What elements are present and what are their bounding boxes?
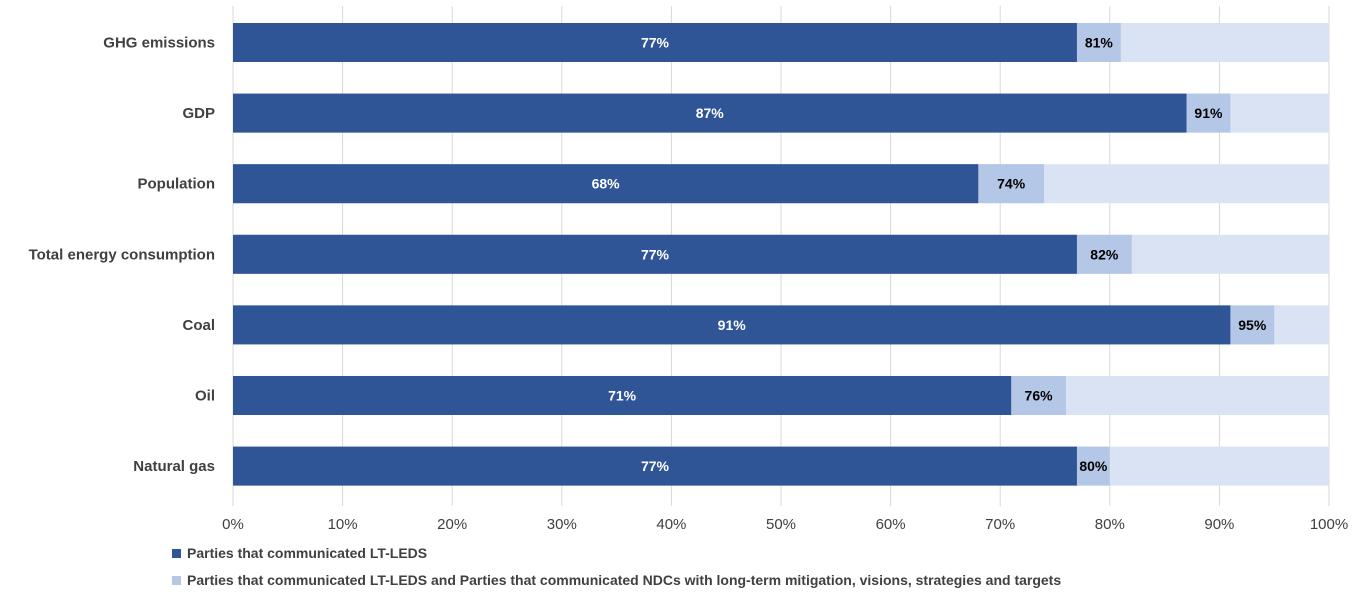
data-label-series-2: 74% (997, 176, 1026, 192)
category-label: Total energy consumption (29, 246, 215, 263)
legend-swatch-series-2 (172, 576, 181, 585)
legend-item-series-2: Parties that communicated LT-LEDS and Pa… (172, 572, 1061, 588)
category-label: Natural gas (133, 458, 215, 475)
data-label-series-2: 82% (1090, 246, 1119, 262)
data-label-series-1: 77% (641, 246, 670, 262)
x-tick-label: 10% (328, 516, 358, 533)
x-tick-labels: 0% 10% 20% 30% 40% 50% 60% 70% 80% 90% 100% (222, 516, 1348, 533)
category-label: Coal (182, 317, 215, 334)
x-tick-label: 40% (656, 516, 686, 533)
x-tick-label: 100% (1310, 516, 1348, 533)
category-label: GHG emissions (103, 35, 215, 52)
bars: 77% 81% 87% 91% 68% 74% 77% 82% 91% 95% 71% 76% 77% 8… (233, 23, 1329, 486)
data-label-series-2: 91% (1194, 105, 1223, 121)
category-label: Oil (195, 388, 215, 405)
data-label-series-2: 95% (1238, 317, 1267, 333)
bar-chart: 77% 81% 87% 91% 68% 74% 77% 82% 91% 95% 71% 76% 77% 8… (29, 6, 1348, 533)
x-tick-label: 60% (876, 516, 906, 533)
data-label-series-1: 87% (696, 105, 725, 121)
data-label-series-1: 77% (641, 35, 670, 51)
legend-swatch-series-1 (172, 549, 181, 558)
legend-item-series-1: Parties that communicated LT-LEDS (172, 545, 427, 561)
data-label-series-1: 68% (592, 176, 621, 192)
category-label: Population (138, 176, 216, 193)
x-tick-label: 30% (547, 516, 577, 533)
data-label-series-1: 91% (718, 317, 747, 333)
legend-label-series-2: Parties that communicated LT-LEDS and Pa… (187, 572, 1062, 588)
data-label-series-2: 80% (1079, 458, 1108, 474)
x-tick-label: 80% (1095, 516, 1125, 533)
category-label: GDP (182, 105, 215, 122)
x-tick-label: 50% (766, 516, 796, 533)
bar-series-1 (233, 234, 1077, 274)
x-tick-label: 0% (222, 516, 244, 533)
data-label-series-1: 77% (641, 458, 670, 474)
bar-series-1 (233, 305, 1231, 345)
x-tick-label: 20% (437, 516, 467, 533)
legend-label-series-1: Parties that communicated LT-LEDS (187, 545, 428, 561)
x-tick-label: 90% (1204, 516, 1234, 533)
category-labels: GHG emissions GDP Population Total energy c… (29, 35, 215, 476)
data-label-series-2: 81% (1085, 35, 1114, 51)
x-tick-label: 70% (985, 516, 1015, 533)
data-label-series-1: 71% (608, 388, 637, 404)
bar-series-1 (233, 376, 1012, 415)
bar-series-1 (233, 164, 979, 204)
bar-series-1 (233, 23, 1077, 62)
bar-series-1 (233, 446, 1077, 486)
bar-series-1 (233, 93, 1187, 133)
data-label-series-2: 76% (1025, 388, 1054, 404)
